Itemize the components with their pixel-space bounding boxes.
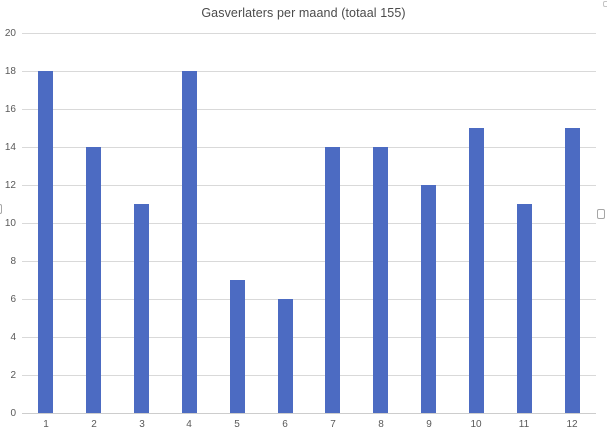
gridline: [22, 223, 596, 224]
y-tick-label: 20: [4, 28, 16, 39]
y-tick-label: 12: [4, 180, 16, 191]
bar-maand-5[interactable]: [230, 280, 245, 413]
x-tick-label: 9: [426, 419, 432, 430]
bar-maand-7[interactable]: [325, 147, 340, 413]
bar-maand-9[interactable]: [421, 185, 436, 413]
bar-maand-12[interactable]: [565, 128, 580, 413]
bar-maand-10[interactable]: [469, 128, 484, 413]
y-tick-label: 8: [10, 256, 16, 267]
y-tick-label: 18: [4, 66, 16, 77]
gridline: [22, 375, 596, 376]
chart-resize-handle-right[interactable]: [597, 209, 605, 219]
gridline: [22, 71, 596, 72]
bar-maand-8[interactable]: [373, 147, 388, 413]
x-tick-label: 10: [470, 419, 482, 430]
gridline: [22, 261, 596, 262]
x-tick-label: 3: [139, 419, 145, 430]
x-tick-label: 1: [43, 419, 49, 430]
bar-maand-1[interactable]: [38, 71, 53, 413]
bar-maand-4[interactable]: [182, 71, 197, 413]
gridline: [22, 185, 596, 186]
y-tick-label: 16: [4, 104, 16, 115]
y-tick-label: 4: [10, 332, 16, 343]
bar-maand-11[interactable]: [517, 204, 532, 413]
x-tick-label: 4: [186, 419, 192, 430]
y-tick-label: 2: [10, 370, 16, 381]
x-tick-label: 8: [378, 419, 384, 430]
y-tick-label: 10: [4, 218, 16, 229]
chart-resize-handle-left[interactable]: [0, 204, 2, 214]
gridline: [22, 147, 596, 148]
bar-maand-2[interactable]: [86, 147, 101, 413]
y-tick-label: 14: [4, 142, 16, 153]
x-tick-label: 5: [234, 419, 240, 430]
gridline: [22, 337, 596, 338]
chart-resize-handle-top-right[interactable]: [603, 1, 607, 7]
x-tick-label: 6: [282, 419, 288, 430]
chart-title: Gasverlaters per maand (totaal 155): [201, 6, 406, 20]
gridline: [22, 33, 596, 34]
x-tick-label: 12: [566, 419, 578, 430]
gridline: [22, 109, 596, 110]
gridline: [22, 299, 596, 300]
x-tick-label: 11: [518, 419, 530, 430]
x-tick-label: 7: [330, 419, 336, 430]
y-tick-label: 0: [10, 408, 16, 419]
x-tick-label: 2: [91, 419, 97, 430]
bar-maand-6[interactable]: [278, 299, 293, 413]
y-tick-label: 6: [10, 294, 16, 305]
x-axis-line: [22, 413, 596, 414]
bar-maand-3[interactable]: [134, 204, 149, 413]
